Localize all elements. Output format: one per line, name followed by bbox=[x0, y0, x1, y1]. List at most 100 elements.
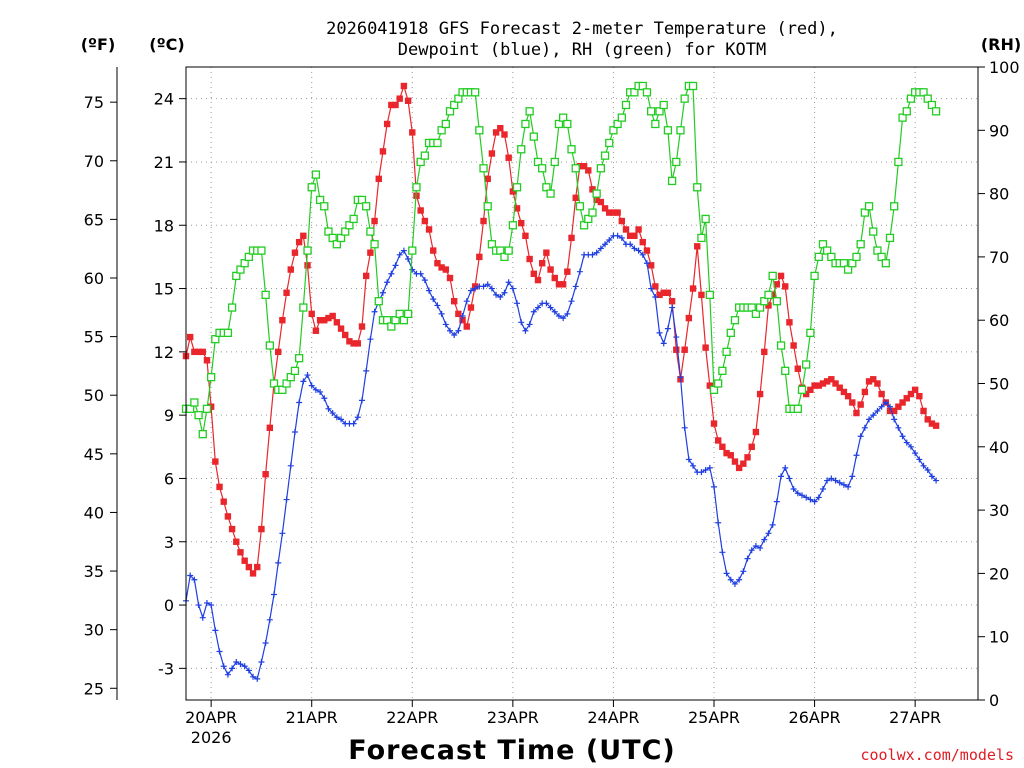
temperature-point bbox=[538, 260, 546, 267]
dewpoint-point bbox=[627, 241, 634, 248]
temperature-point bbox=[886, 407, 894, 415]
series-2-meter-temperature bbox=[182, 82, 940, 577]
dewpoint-point bbox=[426, 287, 433, 294]
rh-point bbox=[781, 366, 790, 375]
dewpoint-point bbox=[731, 580, 738, 587]
temperature-point bbox=[505, 154, 512, 161]
temperature-point bbox=[346, 338, 353, 345]
rh-point bbox=[382, 316, 392, 325]
temperature-point bbox=[685, 314, 693, 322]
dewpoint-point bbox=[291, 429, 298, 436]
celsius-tick-label: 18 bbox=[154, 216, 174, 235]
dewpoint-point bbox=[279, 530, 286, 537]
temperature-point bbox=[534, 276, 542, 284]
rh-point bbox=[609, 126, 618, 135]
temperature-point bbox=[228, 525, 236, 533]
celsius-tick-label: 21 bbox=[154, 153, 174, 172]
rh-point bbox=[885, 233, 895, 243]
dewpoint-point bbox=[698, 469, 705, 476]
rh-point bbox=[693, 183, 702, 192]
temperature-point bbox=[656, 291, 663, 299]
date-tick-label: 23APR bbox=[487, 708, 539, 727]
dewpoint-point bbox=[857, 433, 864, 440]
temperature-point bbox=[903, 395, 910, 402]
rh-point bbox=[433, 138, 442, 148]
dewpoint-point bbox=[769, 521, 776, 528]
dewpoint-point bbox=[304, 372, 311, 379]
rh-point bbox=[554, 119, 564, 129]
dewpoint-point bbox=[635, 247, 642, 254]
rh-point bbox=[236, 265, 245, 274]
rh-point bbox=[303, 246, 312, 255]
temperature-point bbox=[325, 314, 332, 322]
fahrenheit-tick-label: 25 bbox=[84, 679, 104, 698]
temperature-point bbox=[501, 131, 508, 138]
dewpoint-point bbox=[350, 420, 357, 427]
temperature-point bbox=[312, 327, 320, 334]
rh-point bbox=[550, 157, 559, 167]
dewpoint-point bbox=[849, 473, 856, 480]
series-line bbox=[185, 85, 937, 575]
temperature-point bbox=[714, 437, 722, 444]
rh-point bbox=[387, 322, 396, 331]
rh-tick-label: 20 bbox=[989, 564, 1009, 583]
temperature-point bbox=[425, 226, 433, 233]
temperature-point bbox=[744, 454, 751, 461]
temperature-point bbox=[191, 348, 198, 356]
rh-point bbox=[558, 113, 568, 122]
dewpoint-point bbox=[891, 416, 898, 423]
rh-point bbox=[403, 309, 413, 319]
dewpoint-point bbox=[455, 327, 462, 334]
dewpoint-point bbox=[606, 237, 613, 244]
dewpoint-point bbox=[928, 473, 935, 480]
dewpoint-point bbox=[715, 519, 722, 526]
temperature-point bbox=[601, 205, 609, 212]
dewpoint-point bbox=[321, 395, 328, 402]
temperature-point bbox=[362, 272, 370, 280]
dewpoint-point bbox=[463, 298, 470, 305]
temperature-point bbox=[857, 401, 864, 408]
temperature-point bbox=[518, 219, 525, 227]
temperature-point bbox=[547, 266, 554, 273]
rh-point bbox=[730, 316, 740, 325]
rh-point bbox=[563, 119, 572, 129]
dewpoint-point bbox=[254, 675, 261, 682]
temperature-point bbox=[802, 390, 810, 398]
rh-point bbox=[206, 373, 216, 382]
celsius-tick-label: 9 bbox=[164, 406, 174, 425]
temperature-point bbox=[379, 148, 387, 155]
temperature-point bbox=[212, 458, 219, 465]
temperature-point bbox=[639, 238, 646, 246]
rh-point bbox=[211, 335, 220, 344]
dewpoint-point bbox=[212, 627, 219, 634]
fahrenheit-tick-label: 30 bbox=[84, 621, 104, 640]
dewpoint-point bbox=[359, 397, 365, 404]
rh-point bbox=[454, 94, 463, 103]
rh-point bbox=[504, 246, 513, 255]
rh-point bbox=[366, 227, 375, 236]
dewpoint-point bbox=[706, 464, 713, 471]
rh-tick-label: 60 bbox=[989, 311, 1009, 330]
temperature-point bbox=[849, 399, 856, 406]
dewpoint-point bbox=[488, 285, 495, 292]
rh-point bbox=[772, 297, 782, 306]
rh-point bbox=[567, 145, 576, 154]
rh-point bbox=[190, 398, 199, 407]
celsius-tick-label: 6 bbox=[164, 469, 174, 488]
rh-point bbox=[533, 157, 543, 167]
axis-ticks: -3 0 3 6 9 12 15 18 21 24 25 30 35 40 45 50 55 60 65 70 75 0 1… bbox=[84, 58, 1020, 747]
dewpoint-point bbox=[711, 483, 717, 490]
temperature-point bbox=[497, 124, 504, 132]
dewpoint-point bbox=[250, 673, 257, 680]
rh-point bbox=[194, 410, 203, 420]
dewpoint-point bbox=[459, 312, 466, 319]
dewpoint-point bbox=[300, 378, 307, 385]
rh-point bbox=[341, 227, 350, 236]
temperature-point bbox=[673, 346, 680, 353]
rh-point bbox=[931, 107, 941, 116]
rh-point bbox=[186, 404, 195, 413]
chart-title: 2026041918 GFS Forecast 2-meter Temperat… bbox=[326, 19, 838, 39]
rh-point bbox=[521, 119, 530, 129]
rh-point bbox=[864, 202, 874, 211]
dewpoint-point bbox=[660, 340, 667, 347]
